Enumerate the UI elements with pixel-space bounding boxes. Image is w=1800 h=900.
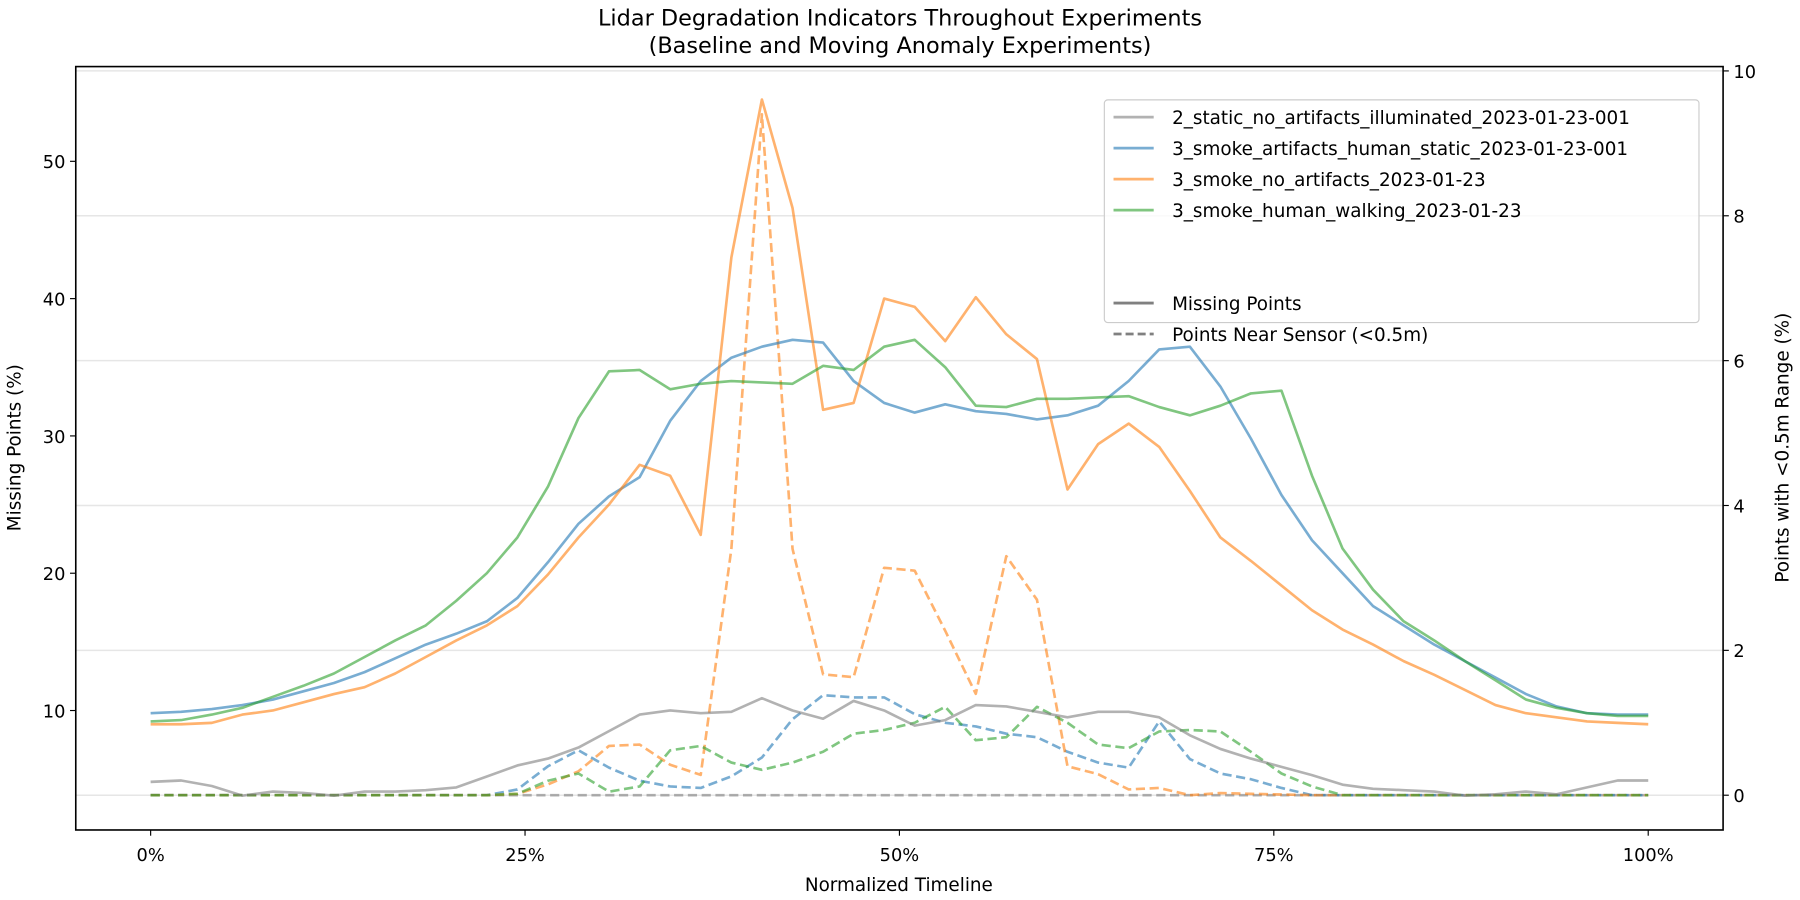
series-line-near-sensor-1 [150, 693, 1649, 797]
y-right-tick-label: 6 [1733, 352, 1744, 373]
series-lines [150, 98, 1649, 797]
y-tick-label: 20 [43, 564, 66, 585]
series-line-missing-2 [150, 98, 1649, 726]
x-axis-label: Normalized Timeline [805, 875, 993, 896]
y-tick-label: 40 [43, 290, 66, 311]
y-right-tick-label: 2 [1733, 641, 1744, 662]
legend-label: 3_smoke_human_walking_2023-01-23 [1172, 201, 1521, 222]
x-tick-label: 0% [137, 845, 165, 866]
chart-subtitle: (Baseline and Moving Anomaly Experiments… [649, 33, 1152, 59]
legend-label: Missing Points [1172, 294, 1301, 315]
legend-label: 3_smoke_artifacts_human_static_2023-01-2… [1172, 139, 1628, 160]
y-right-tick-label: 10 [1733, 62, 1756, 83]
y-axis-left-label: Missing Points (%) [5, 364, 26, 531]
y-axis-right-ticks: 0 2 4 6 8 10 [1723, 62, 1756, 807]
legend-label: Points Near Sensor (<0.5m) [1172, 325, 1428, 346]
y-right-tick-label: 8 [1733, 207, 1744, 228]
y-tick-label: 30 [43, 427, 66, 448]
series-line-near-sensor-3 [150, 705, 1649, 797]
series-line-missing-1 [150, 338, 1649, 716]
y-right-tick-label: 4 [1733, 496, 1744, 517]
legend: 2_static_no_artifacts_illuminated_2023-0… [1103, 99, 1700, 346]
legend-label: 3_smoke_no_artifacts_2023-01-23 [1172, 170, 1486, 191]
legend-label: 2_static_no_artifacts_illuminated_2023-0… [1172, 108, 1630, 129]
series-line-missing-3 [150, 338, 1649, 723]
series-line-missing-0 [150, 696, 1649, 797]
y-tick-label: 50 [43, 152, 66, 173]
x-tick-label: 25% [505, 845, 545, 866]
y-tick-label: 10 [43, 701, 66, 722]
x-tick-label: 50% [880, 845, 920, 866]
chart-title: Lidar Degradation Indicators Throughout … [598, 5, 1202, 31]
legend-box [1103, 99, 1700, 324]
x-axis-ticks: 0% 25% 50% 75% 100% [137, 829, 1674, 866]
y-right-tick-label: 0 [1733, 786, 1744, 807]
y-axis-right-label: Points with <0.5m Range (%) [1773, 313, 1794, 583]
x-tick-label: 100% [1623, 845, 1674, 866]
y-axis-left-ticks: 10 20 30 40 50 [43, 152, 76, 722]
x-tick-label: 75% [1254, 845, 1294, 866]
